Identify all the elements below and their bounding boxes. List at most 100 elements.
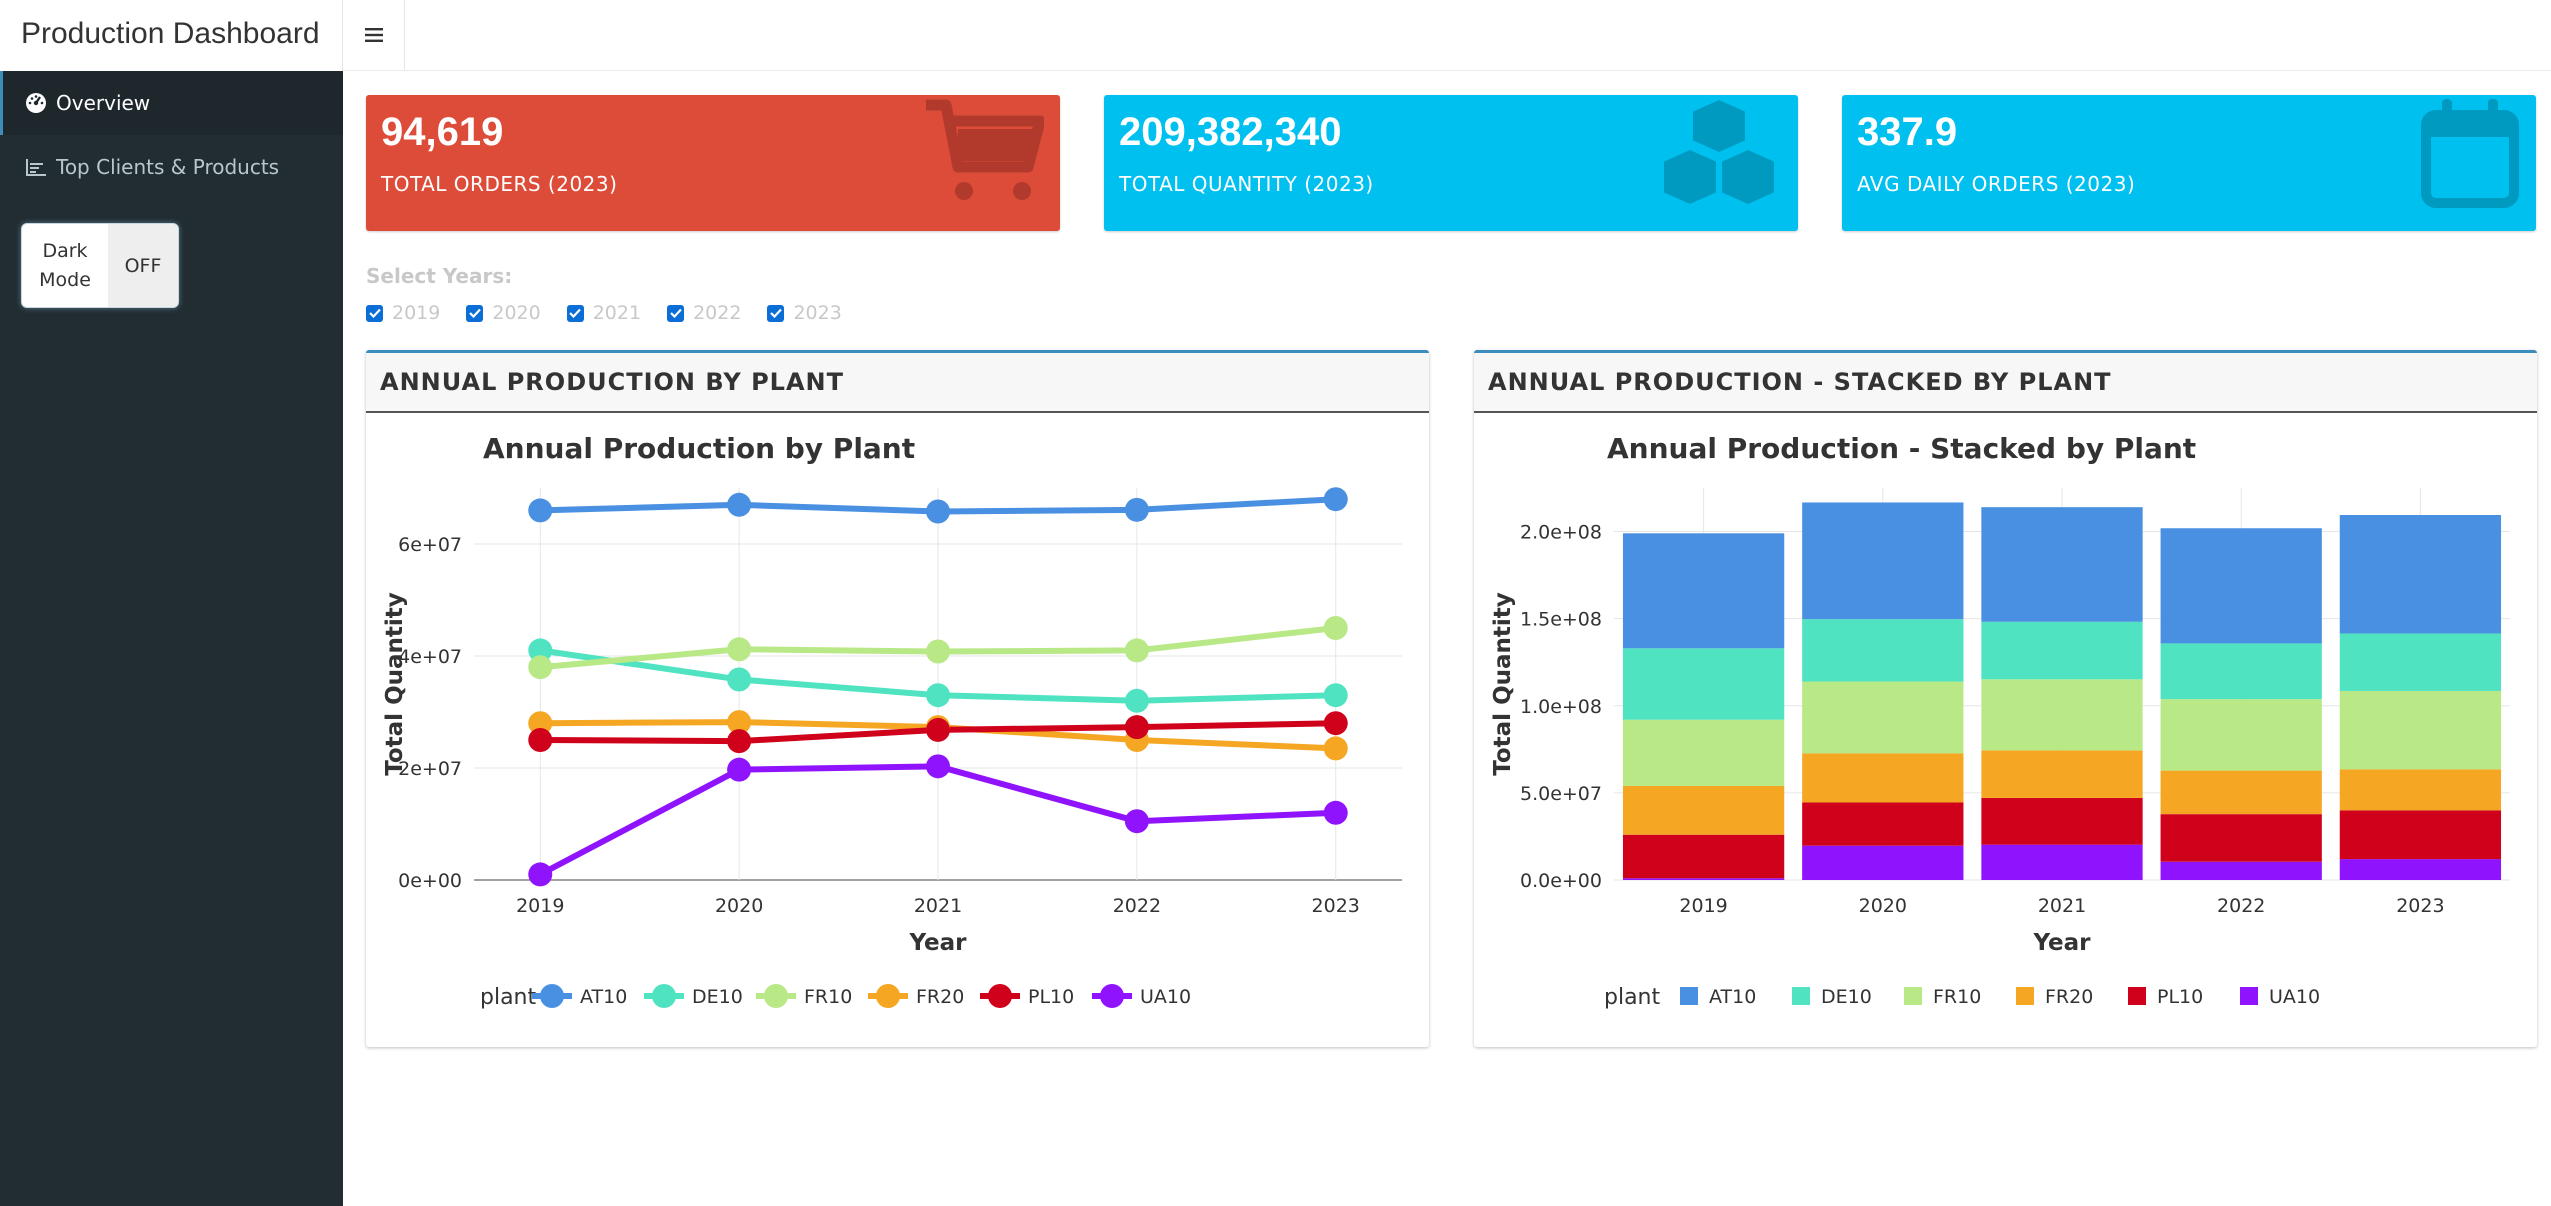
kpi-value: 337.9 — [1857, 110, 1958, 154]
bar-segment-at10 — [2339, 515, 2502, 634]
legend-title: plant — [1604, 985, 1661, 1010]
x-tick-label: 2021 — [2038, 895, 2086, 917]
legend-swatch — [1904, 987, 1922, 1005]
calendar-icon — [2421, 99, 2519, 208]
app-title: Production Dashboard — [21, 17, 320, 50]
bar-segment-ua10 — [2160, 861, 2322, 880]
checkbox-checked-icon[interactable] — [466, 304, 484, 322]
year-option-label: 2019 — [392, 302, 441, 324]
legend-swatch-marker — [764, 984, 788, 1008]
stacked-bar-chart[interactable]: Annual Production - Stacked by Plant 0.0e… — [1474, 416, 2537, 1044]
dark-mode-state[interactable]: OFF — [108, 224, 178, 307]
y-axis-title: Total Quantity — [382, 592, 408, 776]
year-option-label: 2023 — [793, 302, 842, 324]
line-chart-panel: ANNUAL PRODUCTION BY PLANT Annual Produc… — [366, 350, 1429, 1047]
bar-segment-fr20 — [2339, 769, 2502, 811]
dark-mode-label-line1: Dark — [42, 239, 88, 262]
x-axis-title: Year — [908, 930, 967, 956]
line-chart[interactable]: Annual Production by Plant 0e+00 2e+07 4e+0… — [366, 416, 1429, 1044]
legend-label: UA10 — [1140, 986, 1191, 1008]
bar-segment-fr10 — [2160, 699, 2322, 771]
hamburger-icon — [364, 28, 383, 42]
legend-swatch — [2016, 987, 2034, 1005]
kpi-total-quantity: 209,382,340 TOTAL QUANTITY (2023) — [1104, 95, 1798, 231]
data-point-at10 — [926, 499, 950, 524]
bar-segment-de10 — [1981, 621, 2143, 680]
year-filter-group: 2019 2020 2021 2022 2023 — [366, 302, 868, 324]
year-checkbox-2019[interactable]: 2019 — [366, 302, 440, 324]
data-point-pl10 — [926, 717, 950, 742]
year-checkbox-2022[interactable]: 2022 — [667, 302, 741, 324]
legend-swatch — [2240, 987, 2258, 1005]
data-point-at10 — [727, 492, 752, 517]
bar-segment-pl10 — [2339, 810, 2502, 860]
kpi-label: AVG DAILY ORDERS (2023) — [1857, 172, 2136, 196]
legend-label: DE10 — [692, 986, 743, 1008]
data-point-fr20 — [528, 711, 553, 736]
bar-segment-de10 — [2160, 643, 2322, 700]
legend-label: FR10 — [1933, 986, 1981, 1008]
bar-segment-fr10 — [2339, 690, 2502, 770]
data-point-de10 — [727, 667, 752, 692]
stacked-bar-chart-panel: ANNUAL PRODUCTION - STACKED BY PLANT Ann… — [1474, 350, 2537, 1047]
panel-header: ANNUAL PRODUCTION BY PLANT — [366, 353, 1429, 413]
bar-segment-at10 — [1802, 502, 1964, 620]
data-point-pl10 — [528, 728, 553, 752]
year-option-label: 2021 — [592, 302, 642, 324]
checkbox-checked-icon[interactable] — [566, 304, 584, 322]
legend-label: UA10 — [2269, 986, 2320, 1008]
bar-segment-pl10 — [1622, 834, 1785, 879]
legend-swatch-marker — [540, 984, 564, 1008]
kpi-value: 209,382,340 — [1119, 110, 1342, 154]
dark-mode-switch[interactable]: Dark Mode OFF — [21, 223, 179, 308]
bar-segment-pl10 — [1802, 802, 1964, 846]
data-point-fr10 — [528, 655, 553, 680]
y-tick-label: 5.0e+07 — [1520, 783, 1602, 805]
bar-segment-at10 — [2160, 528, 2322, 644]
y-tick-label: 4e+07 — [398, 646, 462, 668]
data-point-fr20 — [727, 710, 752, 735]
bar-segment-ua10 — [1802, 845, 1964, 880]
bar-segment-ua10 — [1981, 844, 2143, 880]
checkbox-checked-icon[interactable] — [767, 304, 785, 322]
bar-segment-de10 — [1802, 619, 1964, 682]
bar-segment-fr20 — [1622, 785, 1785, 835]
sidebar-item-top-clients-products[interactable]: Top Clients & Products — [0, 135, 343, 199]
legend-swatch — [2128, 987, 2146, 1005]
data-point-fr10 — [1124, 638, 1149, 663]
x-axis-title: Year — [2032, 930, 2091, 956]
kpi-total-orders: 94,619 TOTAL ORDERS (2023) — [366, 95, 1060, 231]
bar-segment-fr20 — [2160, 770, 2322, 815]
checkbox-checked-icon[interactable] — [667, 304, 685, 322]
year-checkbox-2023[interactable]: 2023 — [767, 302, 842, 324]
sidebar-item-label: Overview — [56, 91, 151, 115]
legend-swatch — [1680, 987, 1698, 1005]
bar-segment-at10 — [1622, 533, 1785, 649]
year-checkbox-2021[interactable]: 2021 — [566, 302, 642, 324]
data-point-pl10 — [1323, 711, 1348, 736]
data-point-de10 — [926, 683, 950, 708]
bar-segment-de10 — [2339, 633, 2502, 691]
year-checkbox-2020[interactable]: 2020 — [466, 302, 541, 324]
data-point-ua10 — [926, 754, 950, 779]
kpi-value: 94,619 — [381, 110, 504, 154]
sidebar-item-overview[interactable]: Overview — [0, 71, 343, 135]
bar-segment-ua10 — [1622, 878, 1785, 880]
x-tick-label: 2019 — [516, 895, 564, 917]
legend-label: FR20 — [916, 986, 964, 1008]
sidebar-toggle-button[interactable] — [343, 0, 405, 70]
y-tick-label: 2.0e+08 — [1520, 522, 1602, 544]
legend-label: AT10 — [580, 986, 627, 1008]
data-point-de10 — [1124, 688, 1149, 713]
line-chart-icon — [24, 155, 48, 179]
y-tick-label: 0.0e+00 — [1520, 870, 1602, 892]
x-tick-label: 2022 — [1113, 895, 1161, 917]
data-point-at10 — [528, 498, 553, 523]
legend-swatch — [1792, 987, 1810, 1005]
checkbox-checked-icon[interactable] — [366, 304, 383, 322]
data-point-fr10 — [727, 637, 752, 662]
x-tick-label: 2019 — [1679, 895, 1727, 917]
bar-segment-pl10 — [1981, 797, 2143, 845]
data-point-de10 — [1323, 683, 1348, 708]
bar-segment-at10 — [1981, 507, 2143, 622]
